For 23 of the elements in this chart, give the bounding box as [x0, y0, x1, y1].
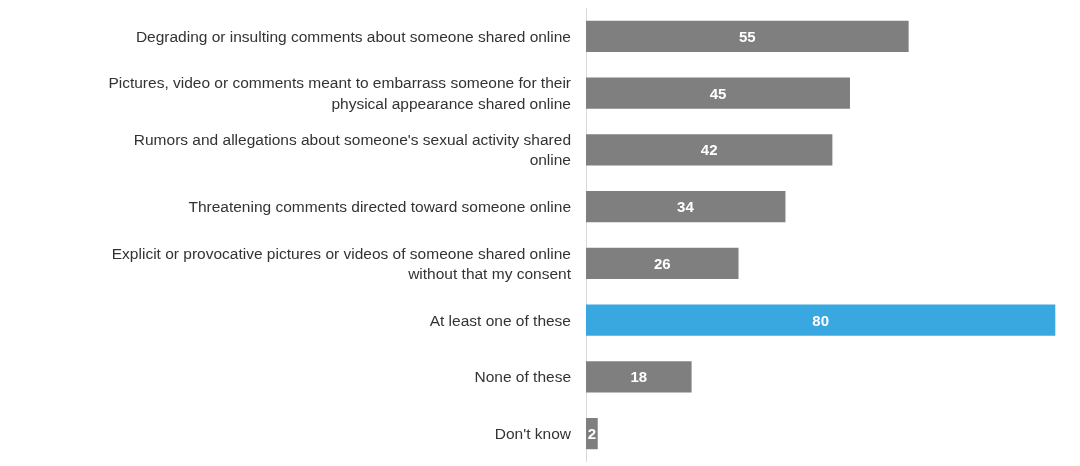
data-label: 42: [700, 141, 718, 159]
y-tick-label: Pictures, video or comments meant to embarrass someone for their physical appearance shared online: [108, 74, 571, 112]
bar: [586, 77, 850, 109]
bar: [586, 134, 833, 166]
data-label: 26: [653, 254, 671, 272]
data-label: 80: [812, 311, 829, 329]
y-tick-label: Explicit or provocative pictures or videos of someone shared online without that my consent: [111, 244, 572, 282]
bar: [586, 361, 692, 393]
data-label: 2: [587, 425, 597, 443]
y-tick-label: None of these: [474, 368, 571, 386]
data-label: 18: [630, 368, 648, 386]
y-tick-label: Don't know: [494, 425, 572, 443]
y-tick-label: Degrading or insulting comments about someone shared online: [135, 27, 571, 45]
data-label: 34: [677, 198, 695, 216]
bar: [586, 247, 739, 279]
data-label: 55: [738, 27, 756, 45]
bar: [586, 304, 1056, 336]
bar: [586, 191, 786, 223]
data-label: 45: [709, 84, 727, 102]
y-tick-label: Threatening comments directed toward someone online: [188, 198, 571, 216]
bar: [586, 20, 909, 52]
y-tick-label: At least one of these: [429, 311, 571, 329]
y-tick-label: Rumors and allegations about someone's sexual activity shared online: [133, 131, 571, 169]
